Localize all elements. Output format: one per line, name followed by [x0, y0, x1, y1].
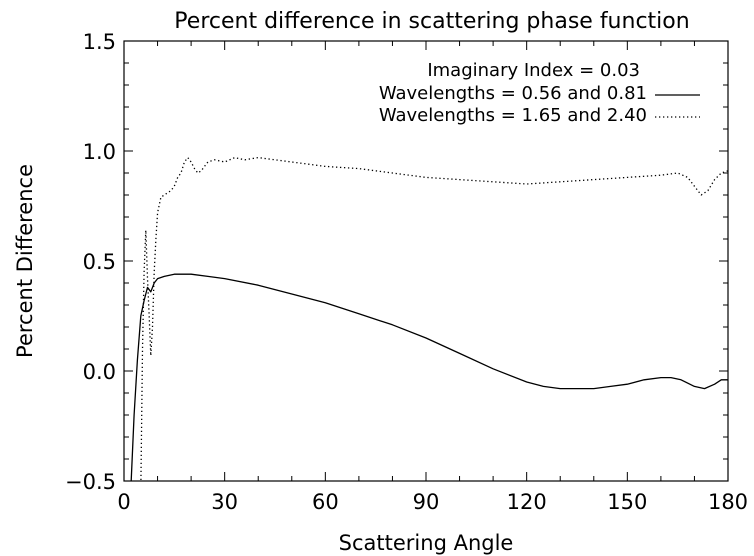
x-tick-label: 60 — [312, 490, 339, 514]
legend: Imaginary Index = 0.03 Wavelengths = 0.5… — [379, 60, 700, 126]
x-tick-label: 30 — [211, 490, 238, 514]
y-tick-label: 1.5 — [83, 30, 116, 54]
chart-title: Percent difference in scattering phase f… — [174, 9, 689, 34]
x-axis: 0 30 60 90 120 150 180 — [117, 41, 748, 514]
x-tick-label: 150 — [607, 490, 647, 514]
x-tick-label: 0 — [117, 490, 130, 514]
y-tick-label: 1.0 — [83, 140, 116, 164]
y-axis-label: Percent Difference — [13, 164, 37, 358]
series-line-solid — [130, 273, 728, 481]
series-layer — [130, 156, 728, 481]
series-line-dotted — [140, 156, 728, 481]
x-axis-label: Scattering Angle — [339, 531, 514, 555]
y-tick-label: −0.5 — [65, 470, 116, 494]
legend-header: Imaginary Index = 0.03 — [427, 60, 640, 81]
y-tick-label: 0.0 — [83, 360, 116, 384]
legend-entry-dotted-label: Wavelengths = 1.65 and 2.40 — [379, 105, 647, 126]
x-tick-label: 90 — [413, 490, 440, 514]
x-tick-label: 120 — [507, 490, 547, 514]
y-tick-label: 0.5 — [83, 250, 116, 274]
legend-entry-solid-label: Wavelengths = 0.56 and 0.81 — [379, 83, 647, 104]
y-axis: −0.5 0.0 0.5 1.0 1.5 — [65, 30, 728, 494]
x-tick-label: 180 — [708, 490, 748, 514]
